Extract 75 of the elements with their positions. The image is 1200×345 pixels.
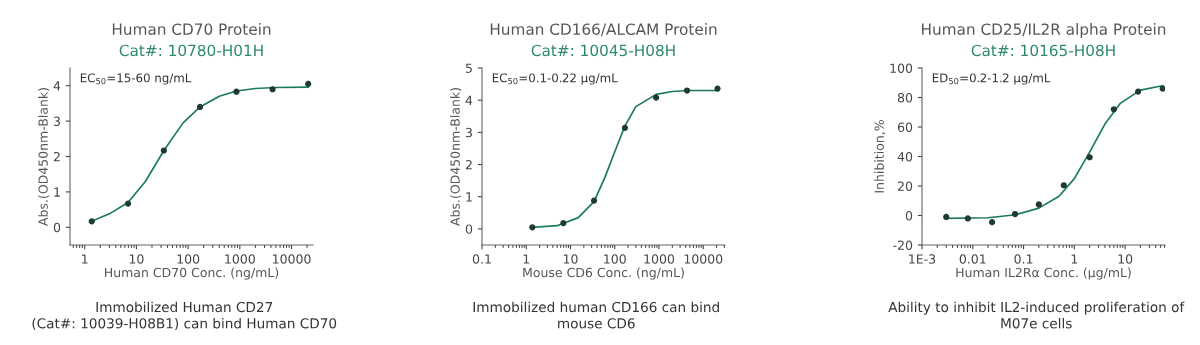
y-tick-label: 0 xyxy=(53,222,61,233)
chart-title: Human CD70 Protein xyxy=(112,23,271,35)
point xyxy=(560,220,567,227)
y-tick-label: 5 xyxy=(465,63,472,73)
y-tick-label: 1 xyxy=(54,187,60,197)
point xyxy=(1110,106,1117,113)
y-tick-label: 40 xyxy=(897,151,913,162)
point xyxy=(196,103,204,111)
point xyxy=(269,86,276,93)
point xyxy=(621,124,629,131)
point xyxy=(653,94,660,101)
point xyxy=(529,224,536,231)
x-tick-label: 1000 xyxy=(225,254,255,264)
y-tick-label: 20 xyxy=(897,181,913,191)
y-tick-label: 3 xyxy=(53,116,60,127)
y-tick-label: 3 xyxy=(465,127,472,138)
y-tick-label: 4 xyxy=(465,95,473,105)
point xyxy=(964,215,971,222)
x-tick-label: 10000 xyxy=(684,254,723,264)
x-tick-label: 0.1 xyxy=(1014,254,1033,264)
chart-subtitle: Cat#: 10780-H01H xyxy=(119,44,263,57)
x-tick-label: 1E-3 xyxy=(909,254,936,264)
y-tick-label: 0 xyxy=(465,224,473,234)
x-axis-title: Human IL2Rα Conc. (μg/mL) xyxy=(956,267,1131,280)
point xyxy=(988,219,996,226)
y-tick-label: 4 xyxy=(53,81,61,91)
point xyxy=(1060,182,1067,189)
y-tick-label: 60 xyxy=(897,122,913,132)
annotation: ED$_{50}$=0.2-1.2 μg/mL xyxy=(932,73,1051,85)
y-axis-title: Abs.(OD450nm-Blank) xyxy=(38,88,50,226)
chart-title: Human CD166/ALCAM Protein xyxy=(490,23,717,37)
point xyxy=(1086,154,1093,161)
point xyxy=(714,85,721,92)
text: Immobilized human CD166 can bind mouse CD6 xyxy=(473,301,719,329)
point xyxy=(160,147,167,154)
y-tick-label: 1 xyxy=(466,192,472,202)
point xyxy=(1035,201,1042,208)
point xyxy=(590,197,598,204)
y-tick-label: 100 xyxy=(890,63,913,73)
y-tick-label: -20 xyxy=(893,240,913,250)
point xyxy=(124,200,132,207)
annotation: EC$_{50}$=0.1-0.22 μg/mL xyxy=(492,73,618,85)
x-tick-label: 0.1 xyxy=(472,254,491,264)
x-tick-label: 10000 xyxy=(273,254,311,264)
point xyxy=(1134,88,1142,95)
chart-subtitle: Cat#: 10045-H08H xyxy=(531,44,675,57)
x-tick-label: 100 xyxy=(604,254,626,264)
x-axis-title: Human CD70 Conc. (ng/mL) xyxy=(105,267,279,280)
x-tick-label: 1 xyxy=(1071,254,1078,264)
chart-subtitle: Cat#: 10165-H08H xyxy=(971,44,1115,57)
x-tick-label: 10 xyxy=(563,254,578,264)
point xyxy=(305,80,312,88)
chart-title: Human CD25/IL2R alpha Protein xyxy=(922,23,1166,38)
x-tick-label: 1 xyxy=(82,254,88,264)
x-tick-label: 10 xyxy=(129,254,144,264)
y-axis-title: Inhibition,% xyxy=(874,120,886,193)
point xyxy=(683,87,691,94)
y-axis-title: Abs.(OD450nm-Blank) xyxy=(450,88,462,226)
point xyxy=(1159,85,1165,92)
x-axis-title: Mouse CD6 Conc. (ng/mL) xyxy=(523,267,684,280)
y-tick-label: 2 xyxy=(53,151,60,162)
x-tick-label: 1000 xyxy=(644,254,675,264)
point xyxy=(1011,210,1019,218)
text: Ability to inhibit IL2-induced proliferation of M07e cells xyxy=(888,301,1185,329)
x-tick-label: 10 xyxy=(1118,254,1133,264)
x-tick-label: 0.01 xyxy=(959,254,986,264)
annotation: EC$_{50}$=15-60 ng/mL xyxy=(80,73,192,85)
point xyxy=(88,218,95,225)
point xyxy=(233,88,240,95)
y-tick-label: 2 xyxy=(465,160,472,170)
y-tick-label: 80 xyxy=(897,92,913,103)
text: Immobilized Human CD27 (Cat#: 10039-H08B1) can bind Human CD70 xyxy=(32,301,337,331)
x-tick-label: 100 xyxy=(177,254,200,264)
y-tick-label: 0 xyxy=(905,210,913,221)
x-tick-label: 1 xyxy=(523,254,530,264)
